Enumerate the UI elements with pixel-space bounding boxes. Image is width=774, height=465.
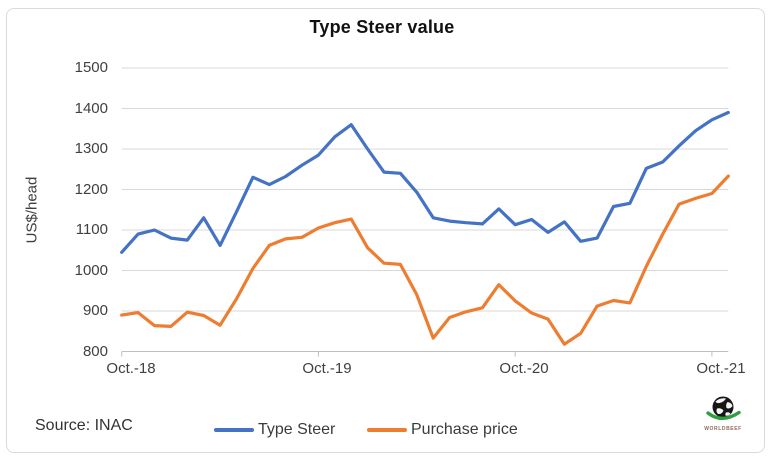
x-tick-label-oct20: Oct.-20 <box>499 360 549 377</box>
legend-swatch-type-steer <box>214 428 254 432</box>
x-tick-label-oct18: Oct.-18 <box>106 360 156 377</box>
x-tick-label-oct21: Oct.-21 <box>696 360 746 377</box>
legend-label-type-steer: Type Steer <box>258 421 336 438</box>
y-axis-title: US$/head <box>23 176 41 244</box>
y-tick-label-1100: 1100 <box>75 221 108 238</box>
x-tick-label-oct19: Oct.-19 <box>302 360 352 377</box>
globe-icon <box>706 396 741 421</box>
y-tick-label-1400: 1400 <box>74 99 108 117</box>
gridlines <box>121 67 729 352</box>
y-tick-label-1500: 1500 <box>74 59 108 76</box>
legend-swatch-purchase-price <box>367 428 407 432</box>
logo-text: WORLDBEEF <box>704 426 742 432</box>
source-note: Source: INAC <box>35 417 133 434</box>
chart-title: Type Steer value <box>309 17 455 37</box>
y-tick-label-1300: 1300 <box>74 140 108 157</box>
legend: Type Steer Purchase price <box>0 420 774 440</box>
y-tick-label-1200: 1200 <box>74 180 108 198</box>
publisher-logo: WORLDBEEF <box>700 393 746 435</box>
series-line-purchase-price <box>120 174 730 346</box>
y-tick-label-900: 900 <box>82 302 108 319</box>
y-tick-label-1000: 1000 <box>74 261 108 279</box>
legend-item-purchase-price: Purchase price <box>367 420 518 440</box>
legend-label-purchase-price: Purchase price <box>411 421 518 438</box>
series-line-type-steer <box>120 110 730 254</box>
legend-item-type-steer: Type Steer <box>214 420 335 440</box>
x-axis-ticks <box>121 351 713 357</box>
series-lines <box>120 110 730 346</box>
y-tick-label-800: 800 <box>82 342 108 360</box>
